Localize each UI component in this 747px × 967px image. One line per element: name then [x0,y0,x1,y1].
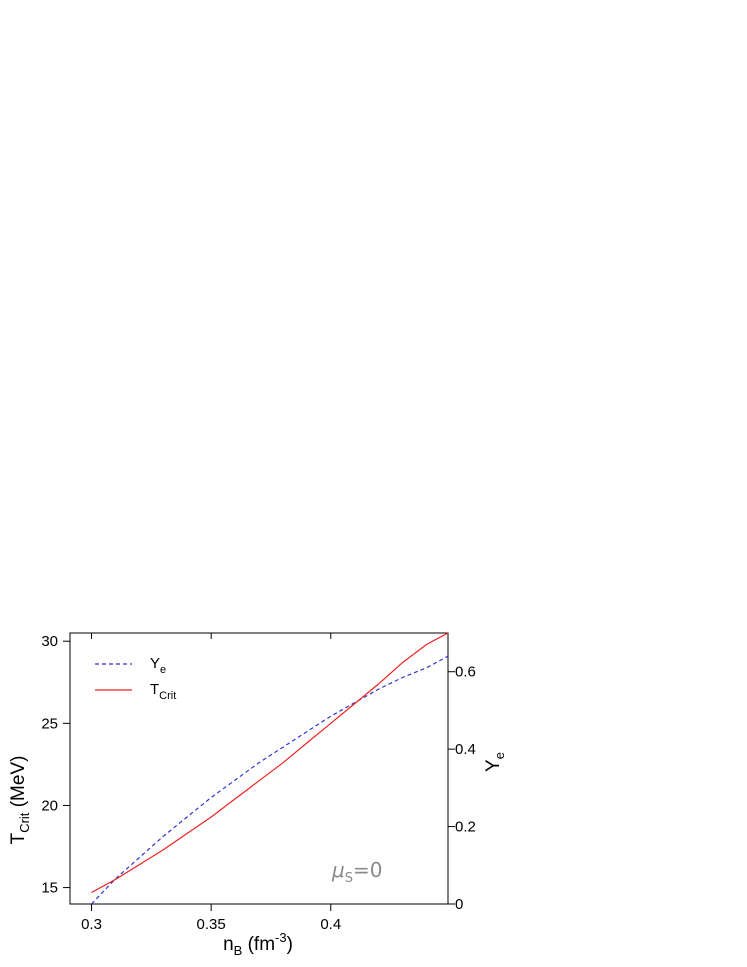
y-left-tick-label: 20 [41,797,58,814]
y-right-tick-label: 0 [455,896,463,913]
x-axis-ticks: 0.3 0.35 0.4 [81,633,341,933]
y-right-tick-label: 0.2 [455,819,476,836]
y-left-axis-title: TCrit (MeV) [8,756,32,845]
series-layer [91,632,449,905]
y-left-tick-label: 30 [41,633,58,650]
x-axis-title: nB (fm-3) [223,930,293,958]
y-left-tick-label: 15 [41,880,58,897]
y-left-axis-ticks: 15 20 25 30 [41,633,70,897]
y-right-tick-label: 0.6 [455,664,476,681]
x-tick-label: 0.35 [197,916,226,933]
plot-frame [69,632,449,905]
legend: Ye TCrit [95,655,176,702]
series-line-1 [91,632,449,894]
series-line-0 [91,655,449,905]
legend-label-tcrit: TCrit [150,681,176,702]
y-right-axis-ticks: 0 0.2 0.4 0.6 [448,664,476,913]
y-right-tick-label: 0.4 [455,741,476,758]
y-right-axis-title: Ye [483,752,507,772]
x-tick-label: 0.3 [81,916,102,933]
legend-label-ye: Ye [150,655,166,676]
y-left-tick-label: 25 [41,715,58,732]
x-tick-label: 0.4 [320,916,341,933]
annotation-mu-s: μS=0 [331,858,382,886]
